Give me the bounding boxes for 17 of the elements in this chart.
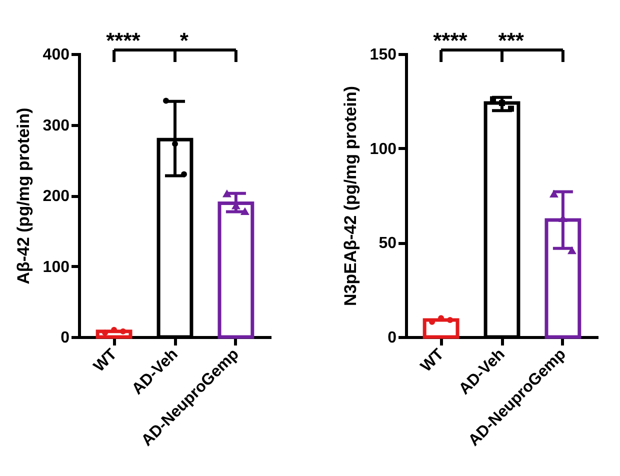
y-tick-label: 200 [42, 188, 70, 205]
y-tick-label: 100 [370, 140, 397, 158]
y-tick-label: 400 [42, 46, 70, 64]
x-tick-label: WT [90, 346, 121, 376]
y-axis-title: Aβ-42 (pg/mg protein) [14, 108, 33, 284]
text: * [180, 28, 189, 53]
y-tick-label: 150 [370, 46, 397, 64]
text: *** [498, 28, 524, 53]
y-tick-label: 0 [388, 330, 397, 346]
x-tick-label: WT [418, 346, 448, 376]
y-tick-label: 50 [378, 235, 397, 252]
y-tick-label: 0 [60, 330, 70, 346]
y-tick-label: 100 [42, 258, 70, 276]
y-tick-label: 300 [42, 117, 70, 134]
y-axis-title: N3pEAβ-42 (pg/mg protein) [340, 86, 360, 306]
text: **** [433, 28, 468, 53]
text: **** [106, 28, 141, 53]
